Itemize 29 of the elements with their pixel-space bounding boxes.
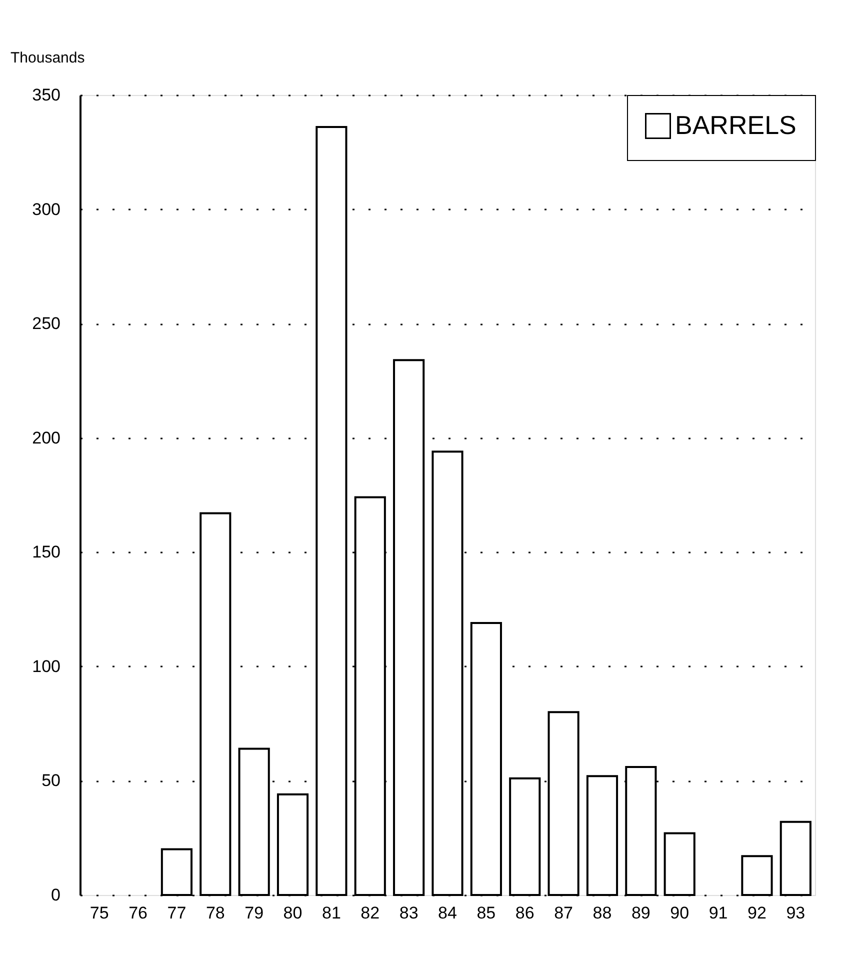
y-tick-label: 200 <box>32 428 60 448</box>
x-tick-label: 85 <box>476 904 496 922</box>
x-tick-label: 77 <box>167 904 186 922</box>
x-tick-label: 79 <box>244 904 264 922</box>
y-axis-title: Thousands <box>10 50 85 66</box>
legend-label: BARRELS <box>675 110 796 140</box>
x-tick-label: 86 <box>515 904 534 922</box>
x-tick-label: 91 <box>708 904 728 922</box>
x-tick-label: 89 <box>631 904 650 922</box>
y-tick-label: 250 <box>32 314 60 334</box>
x-tick-label: 88 <box>592 904 612 922</box>
y-tick-label: 300 <box>32 200 60 219</box>
x-tick-label: 84 <box>438 904 457 922</box>
y-tick-label: 150 <box>32 542 60 562</box>
x-tick-label: 87 <box>554 904 574 922</box>
x-tick-label: 90 <box>670 904 690 922</box>
x-tick-label: 92 <box>748 904 766 922</box>
x-tick-label: 83 <box>399 904 418 922</box>
y-tick-label: 100 <box>32 656 60 676</box>
x-tick-label: 81 <box>322 904 341 922</box>
x-tick-label: 82 <box>360 904 380 922</box>
y-tick-label: 350 <box>32 86 60 104</box>
x-tick-label: 80 <box>283 904 302 922</box>
x-tick-label: 75 <box>90 904 109 922</box>
x-tick-label: 93 <box>786 904 806 922</box>
y-tick-label: 0 <box>51 886 60 904</box>
x-tick-label: 78 <box>206 904 225 922</box>
x-tick-label: 76 <box>128 904 148 922</box>
y-tick-label: 50 <box>42 771 60 790</box>
